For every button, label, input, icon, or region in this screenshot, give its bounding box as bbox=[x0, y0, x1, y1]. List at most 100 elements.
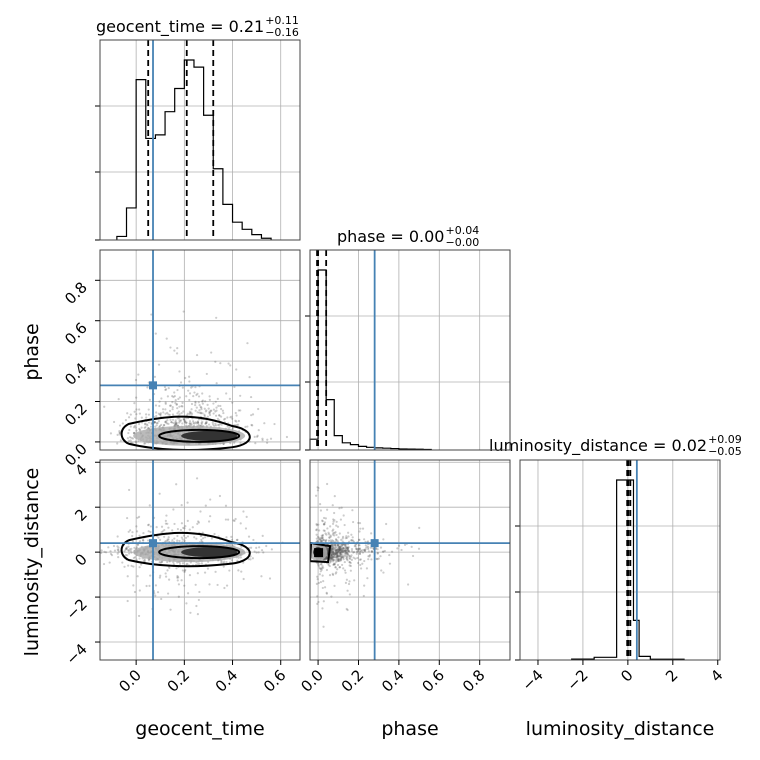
sample-point bbox=[352, 556, 355, 559]
sample-point bbox=[196, 411, 199, 414]
sample-point bbox=[331, 546, 334, 549]
sample-point bbox=[147, 530, 150, 533]
sample-point bbox=[145, 416, 148, 419]
sample-point bbox=[326, 549, 329, 553]
sample-point bbox=[158, 400, 161, 403]
sample-point bbox=[164, 421, 167, 424]
sample-point bbox=[127, 564, 130, 567]
sample-point bbox=[147, 421, 151, 424]
sample-point bbox=[339, 559, 342, 562]
sample-point bbox=[351, 536, 354, 539]
sample-point bbox=[334, 572, 337, 575]
sample-point bbox=[186, 501, 189, 504]
sample-point bbox=[161, 408, 165, 411]
sample-point bbox=[331, 558, 334, 561]
sample-point bbox=[204, 421, 208, 425]
sample-point bbox=[236, 423, 240, 426]
sample-point bbox=[314, 494, 318, 497]
sample-point bbox=[382, 538, 385, 541]
sample-point bbox=[337, 558, 340, 561]
sample-point bbox=[324, 532, 327, 535]
sample-point bbox=[342, 547, 345, 550]
sample-point bbox=[116, 552, 119, 555]
sample-point bbox=[354, 545, 357, 548]
sample-point bbox=[169, 608, 172, 611]
sample-point bbox=[336, 550, 339, 554]
sample-point bbox=[257, 429, 260, 432]
sample-point bbox=[343, 560, 346, 564]
x-tick-label-phase-1: 0.2 bbox=[338, 666, 368, 696]
sample-point bbox=[341, 547, 344, 550]
sample-point bbox=[396, 547, 399, 550]
y-tick-label-luminosity_distance-2: 0 bbox=[71, 550, 90, 569]
sample-point bbox=[325, 556, 329, 559]
sample-point bbox=[345, 546, 348, 549]
sample-point bbox=[338, 548, 341, 551]
sample-point bbox=[131, 437, 135, 440]
sample-point bbox=[333, 546, 336, 549]
sample-point bbox=[178, 370, 181, 373]
sample-point bbox=[348, 556, 351, 560]
sample-point bbox=[185, 421, 188, 424]
sample-point bbox=[355, 547, 358, 551]
sample-point bbox=[138, 534, 141, 537]
sample-point bbox=[214, 360, 217, 363]
sample-point bbox=[321, 534, 324, 538]
sample-point bbox=[335, 555, 339, 558]
sample-point bbox=[179, 420, 182, 423]
sample-point bbox=[148, 584, 151, 588]
sample-point bbox=[175, 422, 178, 425]
sample-point bbox=[326, 548, 329, 551]
sample-point bbox=[179, 381, 183, 384]
sample-point bbox=[285, 435, 289, 439]
sample-point bbox=[201, 392, 204, 395]
sample-point bbox=[322, 523, 326, 526]
sample-point bbox=[196, 421, 200, 424]
sample-point bbox=[235, 414, 238, 417]
sample-point bbox=[232, 519, 235, 522]
sample-point bbox=[155, 414, 158, 418]
sample-point bbox=[336, 555, 340, 558]
sample-point bbox=[338, 548, 341, 551]
sample-point bbox=[344, 549, 347, 552]
sample-point bbox=[338, 554, 341, 558]
sample-point bbox=[183, 418, 186, 421]
sample-point bbox=[339, 551, 342, 555]
sample-point bbox=[335, 553, 339, 556]
sample-point bbox=[329, 553, 333, 556]
y-tick-label-phase-3: 0.6 bbox=[61, 319, 91, 349]
histogram-panel-luminosity_distance bbox=[515, 459, 721, 661]
sample-point bbox=[242, 561, 245, 564]
sample-point bbox=[325, 592, 328, 595]
sample-point bbox=[201, 420, 204, 424]
sample-point bbox=[237, 556, 240, 559]
sample-point bbox=[132, 426, 136, 429]
sample-point bbox=[113, 549, 117, 552]
sample-point bbox=[335, 538, 338, 542]
sample-point bbox=[342, 554, 345, 557]
sample-point bbox=[374, 547, 378, 551]
sample-point bbox=[128, 552, 131, 555]
sample-point bbox=[318, 573, 321, 576]
sample-point bbox=[155, 421, 158, 425]
sample-point bbox=[208, 410, 211, 413]
sample-point bbox=[200, 400, 204, 403]
sample-point bbox=[337, 558, 340, 561]
sample-point bbox=[335, 533, 338, 537]
sample-point bbox=[112, 544, 116, 548]
sample-point bbox=[343, 549, 346, 553]
sample-point bbox=[333, 552, 336, 555]
sample-point bbox=[123, 550, 126, 553]
sample-point bbox=[330, 557, 334, 560]
frame-luminosity_distance bbox=[519, 459, 721, 661]
sample-point bbox=[342, 556, 345, 559]
sample-point bbox=[332, 547, 335, 550]
sample-point bbox=[315, 528, 318, 531]
sample-point bbox=[330, 555, 333, 558]
y-tick-label-luminosity_distance-0: −4 bbox=[62, 640, 90, 668]
sample-point bbox=[176, 407, 179, 410]
sample-point bbox=[250, 546, 253, 549]
sample-point bbox=[157, 412, 160, 415]
sample-point bbox=[216, 397, 219, 400]
sample-point bbox=[344, 571, 347, 574]
